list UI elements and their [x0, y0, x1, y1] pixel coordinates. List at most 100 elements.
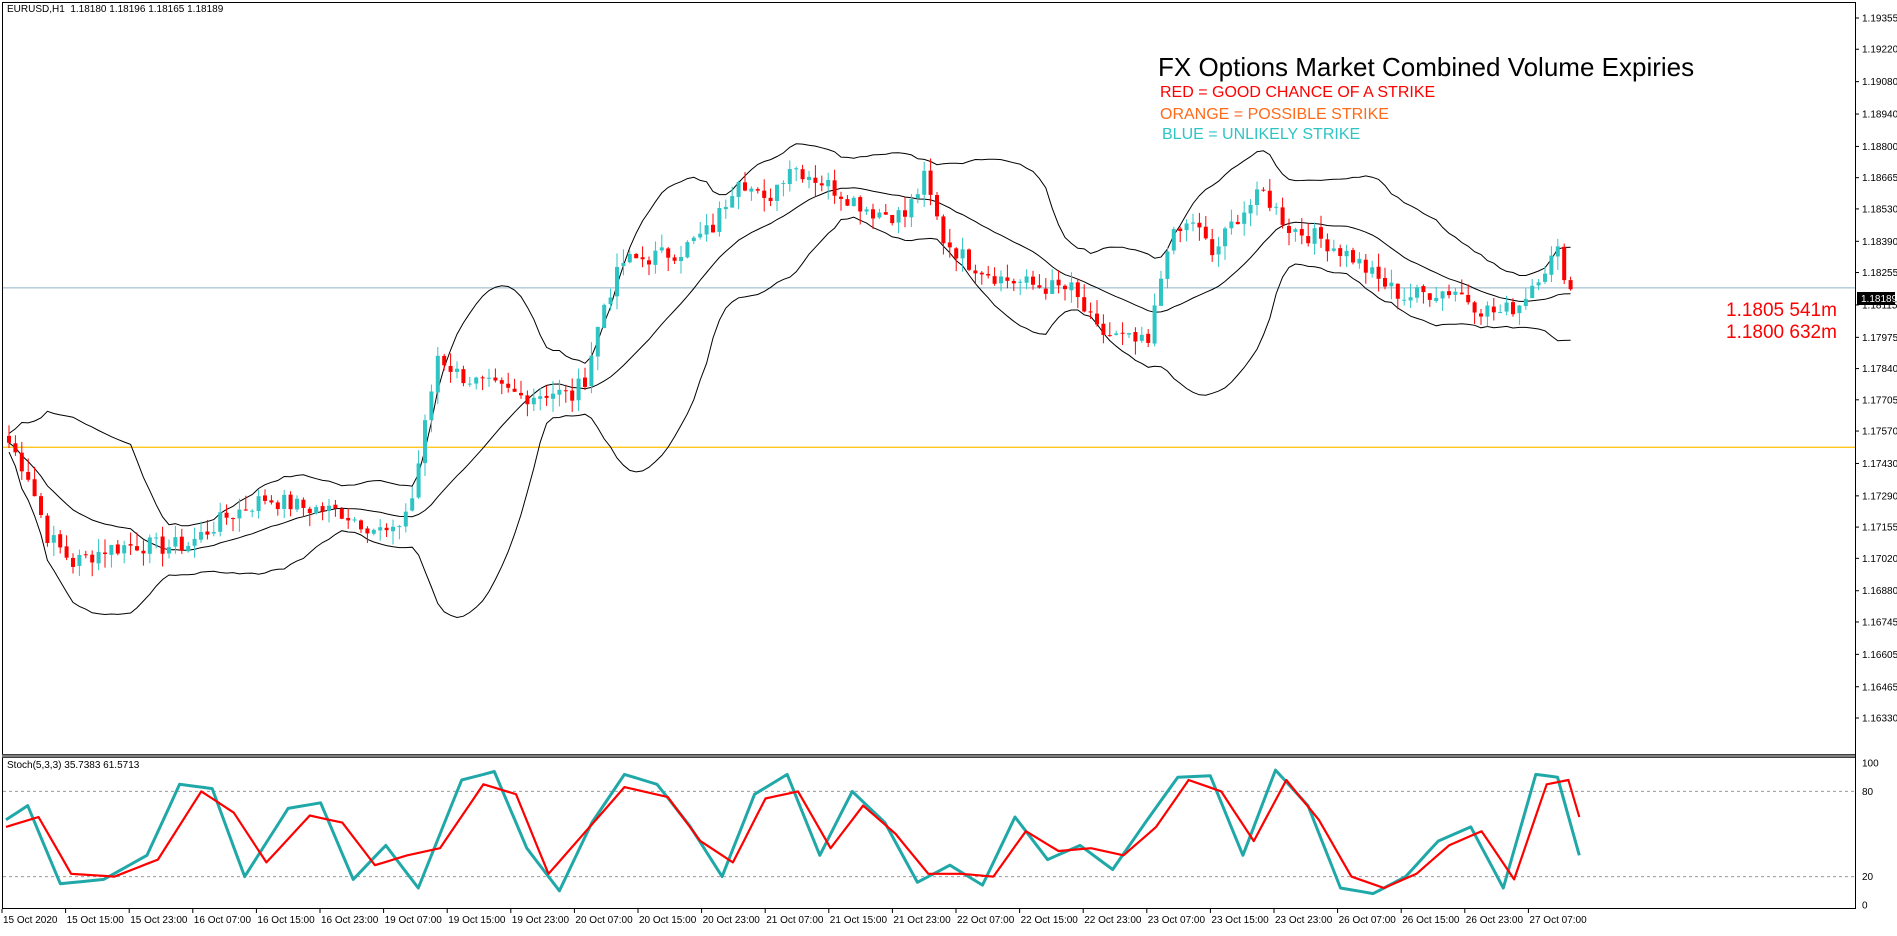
- candle-body[interactable]: [730, 196, 735, 208]
- candle-body[interactable]: [826, 179, 831, 187]
- candle-body[interactable]: [589, 355, 594, 387]
- candle-body[interactable]: [1261, 189, 1266, 191]
- candle-body[interactable]: [83, 554, 88, 556]
- candle-body[interactable]: [1383, 277, 1387, 287]
- candle-body[interactable]: [1427, 293, 1432, 300]
- candle-body[interactable]: [461, 369, 466, 384]
- candle-body[interactable]: [1459, 292, 1464, 295]
- candle-body[interactable]: [1216, 246, 1221, 255]
- candle-body[interactable]: [1088, 311, 1093, 313]
- candle-body[interactable]: [1210, 239, 1215, 256]
- candle-body[interactable]: [1082, 297, 1087, 312]
- candle-body[interactable]: [563, 390, 568, 392]
- candle-body[interactable]: [1299, 228, 1304, 236]
- candle-body[interactable]: [167, 547, 171, 554]
- candle-body[interactable]: [45, 515, 50, 543]
- candle-body[interactable]: [179, 536, 184, 551]
- candle-body[interactable]: [263, 495, 267, 501]
- candle-body[interactable]: [1555, 246, 1560, 257]
- candle-body[interactable]: [615, 266, 619, 297]
- candle-body[interactable]: [128, 544, 133, 546]
- candle-body[interactable]: [1165, 251, 1170, 279]
- candle-body[interactable]: [1395, 283, 1400, 299]
- candle-body[interactable]: [986, 273, 991, 276]
- candle-body[interactable]: [1242, 212, 1247, 224]
- candle-body[interactable]: [1031, 276, 1035, 285]
- candle-body[interactable]: [570, 390, 575, 401]
- candle-body[interactable]: [531, 397, 536, 405]
- candle-body[interactable]: [659, 247, 664, 251]
- candle-body[interactable]: [679, 256, 683, 262]
- candle-body[interactable]: [359, 520, 363, 530]
- candle-body[interactable]: [1389, 282, 1394, 287]
- candle-body[interactable]: [525, 395, 530, 405]
- candle-body[interactable]: [397, 526, 402, 528]
- candle-body[interactable]: [32, 479, 37, 497]
- candle-body[interactable]: [1235, 221, 1240, 225]
- candle-body[interactable]: [544, 395, 549, 398]
- candle-body[interactable]: [749, 188, 754, 192]
- candle-body[interactable]: [1178, 228, 1183, 232]
- candle-body[interactable]: [96, 551, 101, 564]
- candle-body[interactable]: [282, 494, 287, 509]
- candle-body[interactable]: [1063, 285, 1067, 290]
- candle-body[interactable]: [1338, 248, 1343, 256]
- candle-body[interactable]: [205, 531, 210, 535]
- candle-body[interactable]: [813, 177, 818, 183]
- candle-body[interactable]: [199, 532, 203, 540]
- candle-body[interactable]: [474, 377, 479, 384]
- candle-body[interactable]: [256, 496, 261, 512]
- candle-body[interactable]: [621, 262, 626, 267]
- candle-body[interactable]: [704, 225, 709, 235]
- candle-body[interactable]: [13, 443, 18, 453]
- candle-body[interactable]: [1568, 280, 1573, 290]
- candle-body[interactable]: [1018, 281, 1023, 283]
- candle-body[interactable]: [346, 517, 351, 521]
- candle-body[interactable]: [160, 536, 165, 554]
- candle-body[interactable]: [352, 519, 357, 521]
- candle-body[interactable]: [634, 253, 639, 259]
- candle-body[interactable]: [384, 527, 389, 531]
- candle-body[interactable]: [224, 512, 229, 518]
- candle-body[interactable]: [787, 169, 792, 185]
- candle-body[interactable]: [928, 170, 933, 195]
- candle-body[interactable]: [1133, 332, 1138, 342]
- candle-body[interactable]: [1197, 222, 1202, 228]
- candle-body[interactable]: [1530, 285, 1535, 298]
- candle-body[interactable]: [455, 368, 459, 372]
- candle-body[interactable]: [1011, 280, 1016, 284]
- candle-body[interactable]: [1319, 227, 1323, 239]
- candle-body[interactable]: [1287, 226, 1291, 233]
- candle-body[interactable]: [627, 254, 632, 263]
- candle-body[interactable]: [1248, 204, 1253, 214]
- candle-body[interactable]: [448, 366, 453, 372]
- candle-body[interactable]: [1344, 250, 1349, 257]
- candle-body[interactable]: [269, 500, 274, 503]
- candle-body[interactable]: [883, 212, 888, 215]
- candle-body[interactable]: [922, 170, 927, 195]
- candle-body[interactable]: [743, 182, 747, 191]
- candle-body[interactable]: [1069, 282, 1074, 291]
- candle-body[interactable]: [1293, 229, 1298, 232]
- candle-body[interactable]: [755, 189, 760, 191]
- candle-body[interactable]: [71, 557, 75, 567]
- candle-body[interactable]: [538, 396, 543, 399]
- candle-body[interactable]: [77, 554, 82, 566]
- candle-body[interactable]: [1415, 287, 1419, 298]
- candle-body[interactable]: [941, 216, 946, 244]
- candle-body[interactable]: [947, 242, 952, 248]
- candle-body[interactable]: [327, 505, 331, 511]
- candle-body[interactable]: [1152, 305, 1157, 344]
- candle-body[interactable]: [26, 471, 31, 480]
- candle-body[interactable]: [595, 326, 600, 357]
- candle-body[interactable]: [1267, 190, 1272, 208]
- candle-body[interactable]: [557, 389, 562, 395]
- candle-body[interactable]: [839, 196, 843, 199]
- candle-body[interactable]: [1504, 302, 1509, 312]
- candle-body[interactable]: [1357, 258, 1362, 264]
- candle-body[interactable]: [1453, 291, 1458, 295]
- candle-body[interactable]: [192, 538, 197, 546]
- candle-body[interactable]: [1517, 305, 1522, 314]
- candle-body[interactable]: [1075, 282, 1080, 298]
